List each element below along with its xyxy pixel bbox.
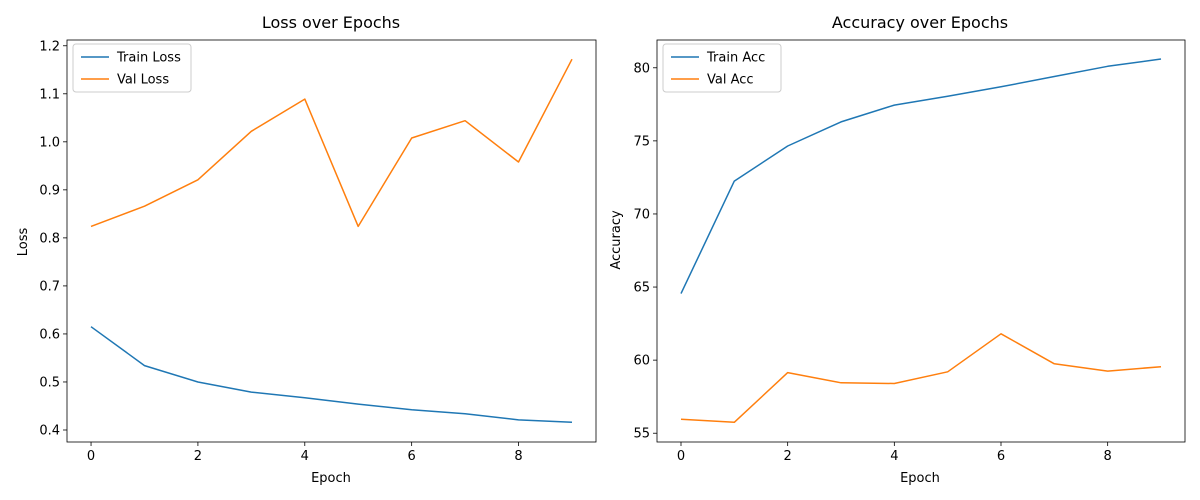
y-tick-label: 75 (633, 134, 650, 149)
y-tick-label: 0.9 (39, 183, 60, 198)
x-tick-label: 6 (997, 449, 1005, 464)
series-line-1 (90, 58, 573, 228)
y-tick-label: 1.0 (39, 135, 60, 150)
x-axis-label: Epoch (900, 471, 940, 486)
series-line-0 (680, 58, 1162, 294)
series-line-1 (680, 333, 1162, 424)
series-line-0 (90, 326, 573, 424)
accuracy-chart: Accuracy over Epochs Epoch Accuracy 0 2 4 6… (609, 13, 1186, 486)
y-tick-label: 1.1 (39, 87, 60, 102)
x-tick-label: 4 (890, 449, 898, 464)
legend: Train Loss Val Loss (72, 43, 192, 93)
x-tick-label: 2 (784, 449, 792, 464)
x-tick-label: 4 (301, 449, 309, 464)
y-tick-label: 0.5 (39, 375, 60, 390)
y-tick-label: 65 (633, 281, 650, 296)
y-axis-label: Accuracy (609, 210, 624, 270)
plot-area: 0 2 4 6 8 0.4 0.5 0.6 0.7 0.8 0.9 1.0 1.1 1.2 (39, 39, 597, 464)
legend: Train Acc Val Acc (662, 43, 782, 93)
legend-box (662, 43, 782, 93)
legend-label: Train Acc (706, 51, 765, 66)
x-tick-label: 8 (1104, 449, 1112, 464)
x-tick-label: 0 (677, 449, 685, 464)
axes-frame (656, 39, 1186, 443)
legend-label: Val Acc (707, 73, 754, 88)
x-axis-label: Epoch (311, 471, 351, 486)
y-tick-label: 0.6 (39, 327, 60, 342)
x-tick-label: 0 (87, 449, 95, 464)
plot-area: 0 2 4 6 8 55 60 65 70 75 80 (633, 39, 1186, 464)
legend-label: Val Loss (117, 73, 169, 88)
axes-frame (66, 39, 597, 443)
chart-title: Accuracy over Epochs (832, 13, 1008, 32)
y-tick-label: 70 (633, 207, 650, 222)
y-axis-label: Loss (16, 228, 31, 257)
legend-label: Train Loss (116, 51, 181, 66)
y-tick-label: 1.2 (39, 39, 60, 54)
y-tick-label: 0.7 (39, 279, 60, 294)
y-tick-label: 60 (633, 354, 650, 369)
legend-box (72, 43, 192, 93)
y-tick-label: 55 (633, 427, 650, 442)
x-tick-label: 2 (194, 449, 202, 464)
chart-title: Loss over Epochs (262, 13, 400, 32)
y-tick-label: 0.8 (39, 231, 60, 246)
x-tick-label: 8 (514, 449, 522, 464)
x-tick-label: 6 (408, 449, 416, 464)
loss-chart: Loss over Epochs Epoch Loss 0 2 4 6 80.40.50… (16, 13, 597, 486)
y-tick-label: 80 (633, 61, 650, 76)
y-tick-label: 0.4 (39, 423, 60, 438)
